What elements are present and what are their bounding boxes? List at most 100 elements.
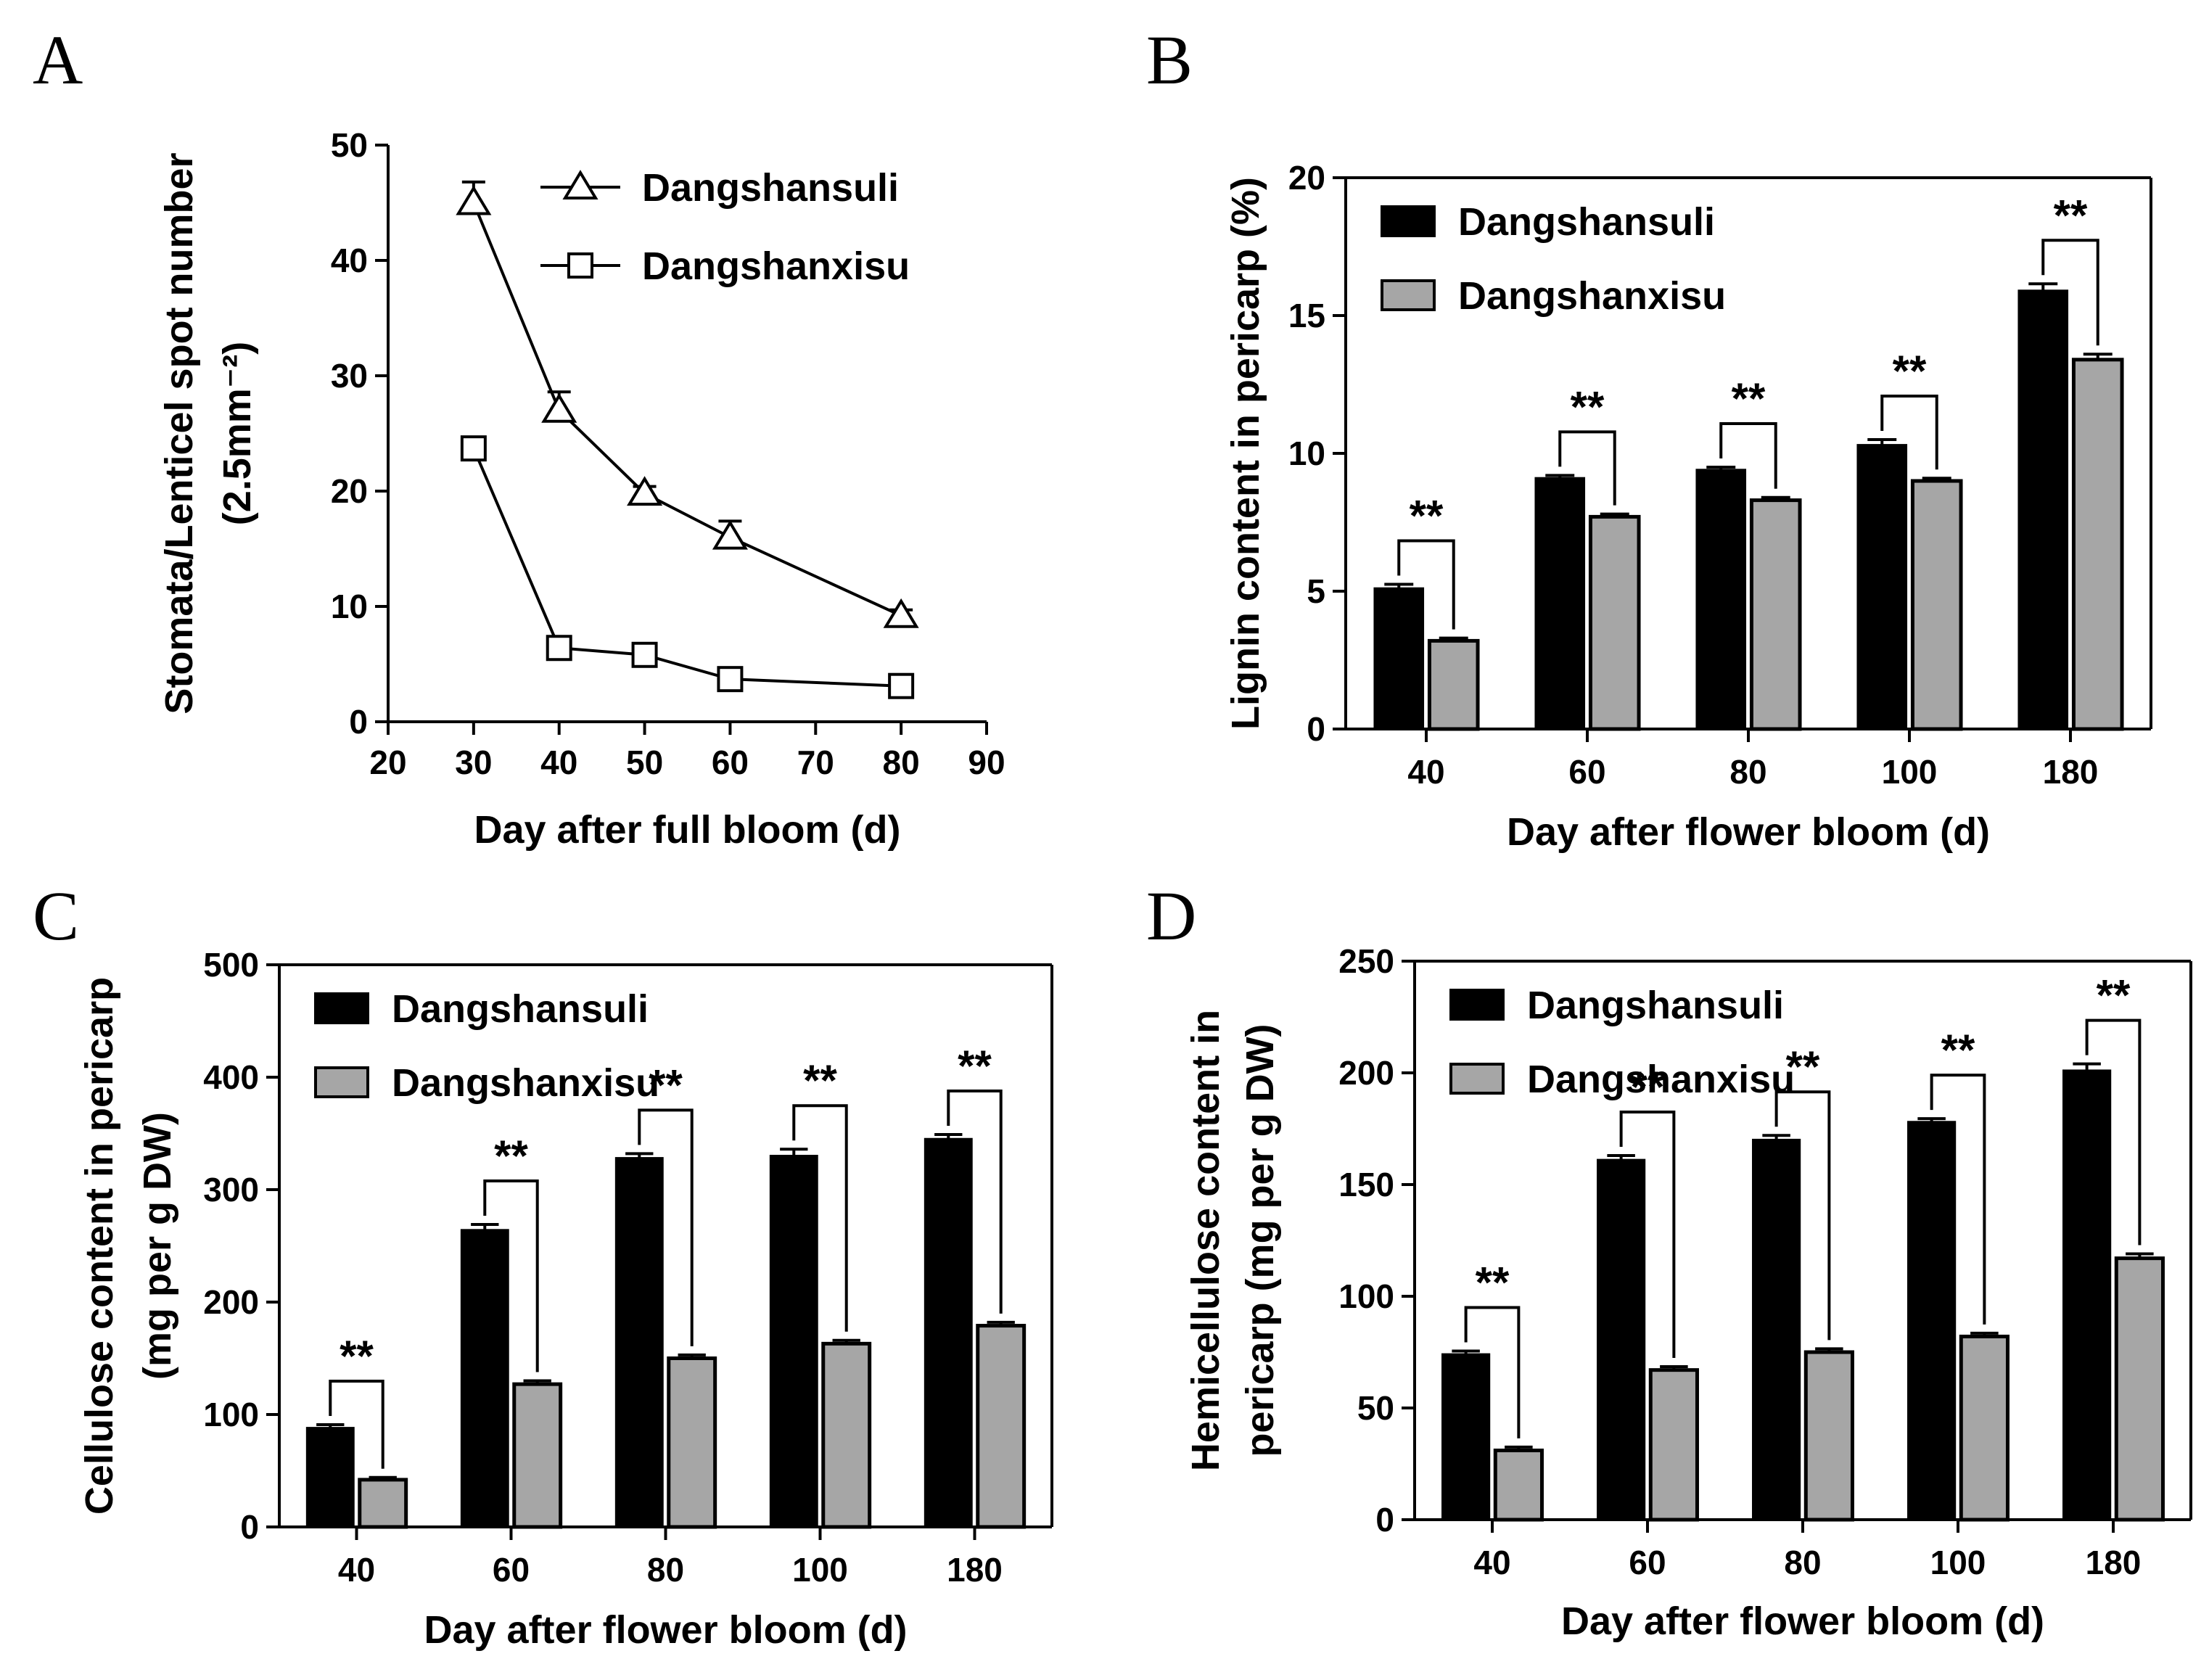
y-tick-label: 150 bbox=[1338, 1166, 1394, 1203]
x-tick-label: 100 bbox=[1882, 753, 1938, 791]
bar-dangshansuli bbox=[460, 1229, 509, 1528]
significance-label: ** bbox=[494, 1132, 528, 1180]
panel-letter: A bbox=[33, 21, 83, 99]
y-tick-label: 0 bbox=[349, 703, 368, 741]
y-tick-label: 30 bbox=[331, 357, 368, 395]
bar-dangshansuli bbox=[2062, 1069, 2112, 1521]
y-axis-title: Stomata/Lenticel spot number bbox=[157, 152, 201, 714]
significance-label: ** bbox=[803, 1056, 837, 1105]
significance-label: ** bbox=[1631, 1063, 1665, 1111]
y-tick-label: 20 bbox=[331, 472, 368, 510]
x-axis-title: Day after full bloom (d) bbox=[474, 808, 900, 852]
significance-bracket bbox=[1464, 1306, 1521, 1438]
significance-bracket bbox=[1930, 1074, 1986, 1325]
data-point-triangle bbox=[456, 185, 492, 215]
legend-label: Dangshanxisu bbox=[642, 244, 910, 288]
data-point-triangle bbox=[712, 519, 748, 550]
significance-label: ** bbox=[1941, 1026, 1975, 1074]
significance-label: ** bbox=[649, 1061, 683, 1109]
legend-swatch bbox=[1381, 279, 1436, 311]
bar-dangshanxisu bbox=[2071, 358, 2124, 731]
x-tick-label: 40 bbox=[540, 744, 577, 781]
data-point-square bbox=[460, 435, 487, 462]
x-tick-label: 100 bbox=[792, 1551, 848, 1589]
significance-bracket bbox=[1880, 395, 1938, 470]
bar-dangshansuli bbox=[923, 1137, 973, 1528]
bar-dangshanxisu bbox=[667, 1356, 717, 1529]
significance-label: ** bbox=[1786, 1042, 1820, 1091]
x-tick-label: 60 bbox=[1568, 753, 1605, 791]
bar-dangshanxisu bbox=[1803, 1350, 1854, 1522]
data-point-square bbox=[888, 672, 915, 699]
panel-a: A 0 10 20 30 40 50 20 30 40 50 60 70 80 90 Day after fu… bbox=[33, 21, 1005, 852]
x-axis-title: Day after flower bloom (d) bbox=[1507, 810, 1990, 854]
bar-dangshanxisu bbox=[512, 1382, 563, 1529]
legend-swatch bbox=[1381, 205, 1436, 237]
legend-swatch bbox=[314, 992, 369, 1024]
significance-label: ** bbox=[2097, 971, 2131, 1020]
significance-label: ** bbox=[1410, 492, 1444, 540]
bar-dangshanxisu bbox=[821, 1341, 872, 1529]
legend-marker-triangle bbox=[562, 170, 598, 199]
significance-label: ** bbox=[1476, 1258, 1510, 1306]
bar-dangshansuli bbox=[1856, 444, 1908, 730]
data-point-square bbox=[546, 635, 572, 662]
significance-bracket bbox=[329, 1379, 384, 1469]
x-tick-label: 80 bbox=[647, 1551, 684, 1589]
panel-b: B 0 5 10 15 20 40 ** 60 ** 80 ** 100 ** 180 ** Day after… bbox=[1146, 21, 2152, 854]
significance-label: ** bbox=[958, 1042, 992, 1090]
bar-dangshansuli bbox=[1907, 1121, 1957, 1521]
x-tick-label: 80 bbox=[1729, 753, 1766, 791]
bar-dangshansuli bbox=[2017, 289, 2069, 730]
x-tick-label: 60 bbox=[712, 744, 749, 781]
x-tick-label: 180 bbox=[947, 1551, 1003, 1589]
significance-bracket bbox=[792, 1104, 848, 1332]
bar-dangshansuli bbox=[1373, 587, 1425, 730]
y-tick-label: 200 bbox=[203, 1283, 259, 1321]
data-point-square bbox=[717, 666, 744, 693]
x-tick-label: 90 bbox=[968, 744, 1005, 781]
bar-dangshanxisu bbox=[1588, 514, 1641, 731]
y-tick-label: 400 bbox=[203, 1058, 259, 1096]
series-dangshansuli bbox=[456, 180, 919, 628]
y-tick-label: 500 bbox=[203, 946, 259, 984]
legend-label: Dangshansuli bbox=[1527, 984, 1784, 1027]
x-tick-label: 30 bbox=[455, 744, 492, 781]
x-tick-label: 50 bbox=[626, 744, 663, 781]
x-tick-label: 180 bbox=[2043, 753, 2099, 791]
significance-label: ** bbox=[340, 1332, 374, 1380]
legend-label: Dangshansuli bbox=[1458, 200, 1715, 244]
y-tick-label: 50 bbox=[1357, 1389, 1394, 1427]
y-axis-title-line2: (mg per g DW) bbox=[136, 1112, 179, 1380]
y-tick-label: 5 bbox=[1307, 572, 1325, 610]
series-dangshanxisu bbox=[460, 435, 915, 699]
bar-dangshanxisu bbox=[1648, 1368, 1699, 1522]
data-point-triangle bbox=[883, 598, 919, 628]
legend-swatch bbox=[1449, 1063, 1505, 1095]
x-tick-label: 20 bbox=[369, 744, 406, 781]
bar-dangshansuli bbox=[1695, 469, 1747, 730]
panel-c: C010020030040050040**60**80**100**180**D… bbox=[33, 877, 1053, 1652]
y-tick-label: 50 bbox=[331, 126, 368, 164]
data-point-triangle bbox=[541, 392, 577, 423]
legend-label: Dangshanxisu bbox=[1458, 274, 1726, 318]
panel-letter: D bbox=[1146, 877, 1196, 955]
y-axis-title: Cellulose content in pericarp bbox=[78, 977, 121, 1515]
bar-dangshansuli bbox=[1752, 1138, 1801, 1521]
y-axis-title-line2: (2.5mm⁻²) bbox=[215, 342, 259, 526]
bar-dangshanxisu bbox=[1910, 479, 1963, 731]
bar-dangshanxisu bbox=[1959, 1334, 2010, 1522]
y-tick-label: 250 bbox=[1338, 942, 1394, 980]
significance-bracket bbox=[1558, 430, 1616, 506]
legend-label: Dangshanxisu bbox=[392, 1061, 659, 1105]
significance-label: ** bbox=[2054, 191, 2088, 239]
bar-dangshanxisu bbox=[1493, 1449, 1544, 1522]
y-tick-label: 0 bbox=[240, 1508, 259, 1546]
panel-letter: C bbox=[33, 877, 79, 955]
x-tick-label: 180 bbox=[2086, 1544, 2142, 1581]
bar-dangshansuli bbox=[1597, 1158, 1646, 1521]
legend-label: Dangshansuli bbox=[642, 166, 899, 210]
data-point-square bbox=[631, 641, 658, 668]
y-tick-label: 15 bbox=[1288, 297, 1325, 334]
